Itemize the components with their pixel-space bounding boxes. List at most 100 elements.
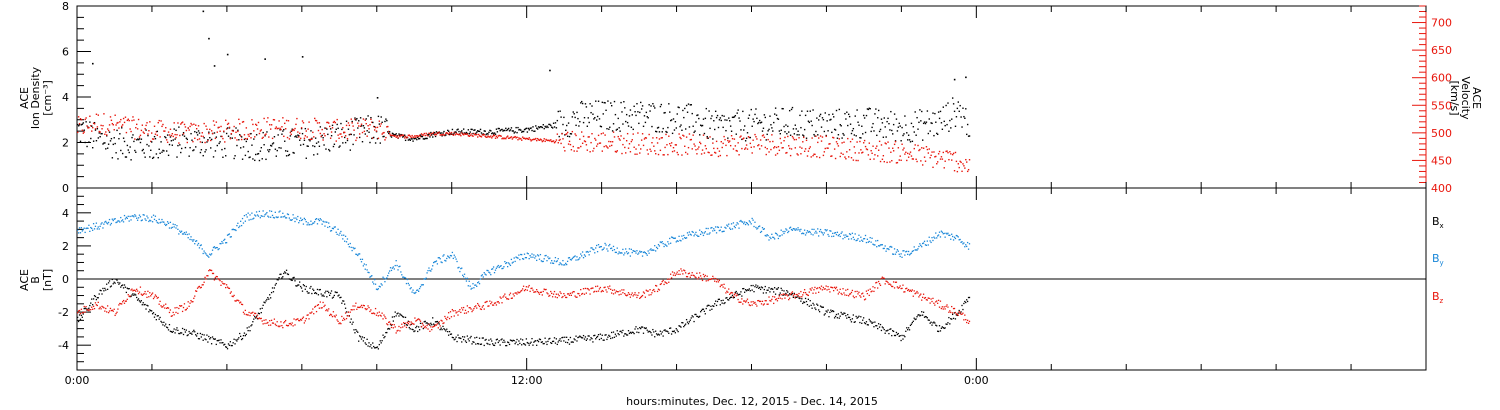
bz-point — [876, 281, 878, 284]
density-point — [346, 139, 349, 142]
bx-point — [232, 342, 234, 344]
by-point — [256, 214, 259, 216]
bz-point — [639, 297, 641, 300]
bz-point — [899, 285, 901, 287]
bx-point — [965, 301, 967, 304]
density-point — [908, 139, 911, 141]
bx-point — [399, 313, 401, 315]
bx-point — [106, 288, 109, 291]
density-point — [553, 126, 556, 128]
bz-point — [467, 311, 469, 313]
bx-point — [288, 278, 291, 280]
bz-point — [662, 279, 664, 282]
bz-point — [882, 277, 884, 279]
density-point — [876, 134, 878, 137]
bx-point — [323, 295, 325, 297]
velocity-point — [666, 144, 668, 146]
bz-point — [358, 306, 361, 309]
density-point — [769, 115, 771, 117]
density-point — [734, 114, 737, 117]
velocity-point — [241, 121, 244, 123]
density-point — [107, 143, 110, 145]
bz-point — [436, 323, 439, 325]
bx-point — [804, 297, 807, 300]
density-point — [386, 119, 388, 122]
by-point — [416, 289, 418, 291]
by-point — [778, 235, 780, 237]
bz-point — [492, 304, 494, 306]
velocity-point — [937, 153, 940, 155]
density-point — [863, 117, 866, 119]
by-point — [860, 236, 862, 238]
bx-point — [207, 341, 209, 343]
velocity-point — [378, 120, 381, 122]
bx-point — [491, 340, 493, 342]
velocity-point — [205, 125, 207, 127]
velocity-point — [437, 132, 440, 134]
legend-bx: Bx — [1432, 215, 1444, 230]
density-point — [545, 126, 547, 129]
density-point — [157, 156, 159, 159]
bz-point — [872, 286, 874, 288]
bx-point — [956, 314, 958, 317]
bx-point — [230, 344, 232, 347]
bx-point — [886, 330, 888, 332]
bx-point — [171, 331, 173, 333]
by-point — [288, 217, 291, 219]
by-point — [771, 233, 773, 235]
bx-point — [447, 330, 449, 333]
density-point — [432, 133, 435, 135]
by-point — [811, 228, 813, 230]
bx-point — [175, 329, 177, 331]
by-point — [275, 216, 277, 218]
bz-point — [591, 287, 593, 289]
bx-point — [457, 334, 459, 336]
density-point — [291, 128, 293, 130]
bz-point — [803, 291, 805, 294]
velocity-point — [116, 122, 118, 124]
density-point — [494, 133, 497, 135]
bx-point — [242, 334, 245, 337]
bz-point — [934, 304, 936, 306]
by-point — [651, 249, 653, 252]
velocity-point — [77, 131, 79, 134]
by-point — [907, 250, 910, 253]
velocity-point — [554, 140, 557, 143]
bx-point — [338, 294, 340, 296]
velocity-point — [526, 137, 529, 140]
by-point — [765, 235, 767, 237]
density-point — [688, 126, 691, 128]
velocity-point — [831, 155, 833, 157]
by-point — [155, 220, 157, 222]
by-point — [591, 247, 593, 249]
velocity-point — [551, 140, 554, 143]
velocity-point — [881, 158, 884, 160]
velocity-point — [287, 120, 290, 122]
density-point — [208, 131, 210, 133]
bz-point — [533, 291, 535, 293]
density-point — [650, 105, 652, 107]
by-point — [273, 217, 276, 219]
density-point — [325, 148, 327, 150]
density-point — [717, 126, 720, 129]
by-point — [402, 276, 404, 278]
density-point — [713, 120, 715, 122]
velocity-point — [605, 145, 607, 147]
density-point — [528, 129, 530, 131]
density-point — [347, 128, 350, 130]
by-point — [904, 254, 906, 256]
bx-point — [127, 288, 129, 290]
density-point — [549, 123, 551, 126]
velocity-point — [511, 138, 514, 140]
density-point — [407, 139, 410, 141]
velocity-point — [196, 138, 199, 141]
bz-point — [595, 290, 598, 293]
density-point — [455, 131, 457, 133]
by-point — [761, 226, 764, 229]
density-point — [950, 127, 952, 129]
by-point — [321, 223, 323, 225]
velocity-point — [400, 134, 402, 136]
bx-point — [413, 330, 415, 333]
velocity-point — [693, 143, 695, 145]
by-point — [881, 244, 884, 246]
